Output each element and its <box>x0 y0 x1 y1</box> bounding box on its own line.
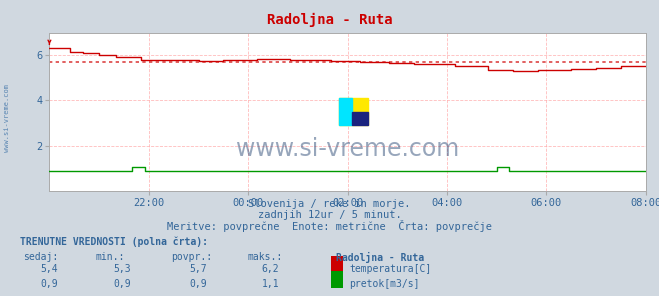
Text: 5,7: 5,7 <box>189 264 206 274</box>
Text: 1,1: 1,1 <box>262 279 279 289</box>
Text: 0,9: 0,9 <box>113 279 130 289</box>
Text: Meritve: povprečne  Enote: metrične  Črta: povprečje: Meritve: povprečne Enote: metrične Črta:… <box>167 220 492 232</box>
Text: zadnjih 12ur / 5 minut.: zadnjih 12ur / 5 minut. <box>258 210 401 220</box>
Bar <box>339 98 368 125</box>
Text: Radoljna - Ruta: Radoljna - Ruta <box>336 252 424 263</box>
Text: pretok[m3/s]: pretok[m3/s] <box>349 279 420 289</box>
Text: temperatura[C]: temperatura[C] <box>349 264 432 274</box>
Text: 5,4: 5,4 <box>41 264 58 274</box>
Text: Slovenija / reke in morje.: Slovenija / reke in morje. <box>248 199 411 209</box>
Text: 5,3: 5,3 <box>113 264 130 274</box>
Text: 6,2: 6,2 <box>262 264 279 274</box>
Text: 0,9: 0,9 <box>189 279 206 289</box>
Text: povpr.:: povpr.: <box>171 252 212 262</box>
Text: 0,9: 0,9 <box>41 279 58 289</box>
Bar <box>339 98 353 125</box>
Text: sedaj:: sedaj: <box>23 252 58 262</box>
Text: www.si-vreme.com: www.si-vreme.com <box>236 137 459 161</box>
Bar <box>353 112 368 125</box>
Text: min.:: min.: <box>96 252 125 262</box>
Text: Radoljna - Ruta: Radoljna - Ruta <box>267 13 392 28</box>
Text: TRENUTNE VREDNOSTI (polna črta):: TRENUTNE VREDNOSTI (polna črta): <box>20 237 208 247</box>
Text: www.si-vreme.com: www.si-vreme.com <box>3 84 10 152</box>
Text: maks.:: maks.: <box>247 252 282 262</box>
